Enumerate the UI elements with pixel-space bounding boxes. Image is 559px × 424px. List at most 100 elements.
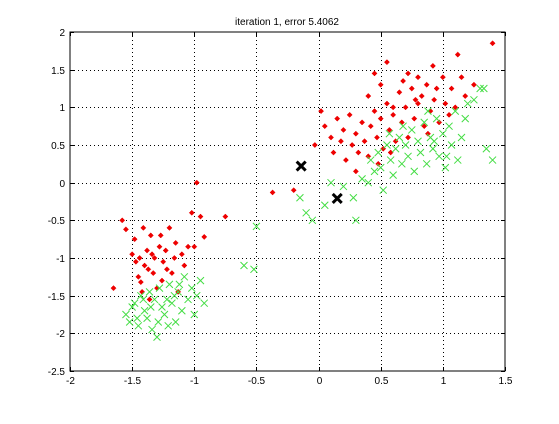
data-point bbox=[383, 59, 390, 66]
data-point bbox=[435, 152, 443, 161]
data-point bbox=[412, 96, 419, 103]
data-point bbox=[383, 141, 391, 149]
data-point bbox=[190, 310, 199, 319]
data-point bbox=[110, 285, 117, 292]
data-point bbox=[339, 182, 348, 191]
data-point bbox=[441, 163, 450, 172]
data-point bbox=[367, 123, 374, 130]
data-point bbox=[442, 152, 451, 161]
data-point bbox=[402, 104, 409, 111]
data-point bbox=[188, 209, 195, 216]
data-point bbox=[175, 280, 184, 289]
chart-title: iteration 1, error 5.4062 bbox=[235, 17, 339, 28]
y-tick-label: -1.5 bbox=[48, 292, 66, 303]
data-point bbox=[171, 255, 178, 261]
data-point bbox=[454, 51, 461, 58]
data-point bbox=[458, 74, 465, 81]
data-point bbox=[136, 255, 143, 261]
data-point bbox=[158, 303, 166, 311]
ticks: -2 -1.5 -1 -0.5 0 0.5 1 1.5-2.5-2-1.5-1-0.500.5… bbox=[48, 28, 513, 387]
data-point bbox=[197, 213, 204, 220]
data-series bbox=[110, 40, 497, 341]
data-point bbox=[433, 85, 440, 92]
data-point bbox=[405, 70, 412, 77]
data-point bbox=[151, 255, 158, 261]
data-point bbox=[200, 299, 209, 308]
data-point bbox=[389, 171, 397, 179]
data-point bbox=[178, 306, 186, 315]
data-point bbox=[171, 318, 180, 326]
data-point bbox=[415, 100, 421, 107]
data-point bbox=[462, 93, 469, 99]
data-point bbox=[163, 295, 171, 304]
data-point bbox=[328, 134, 334, 141]
data-point bbox=[432, 114, 441, 123]
data-point bbox=[119, 217, 126, 224]
plot-area bbox=[70, 32, 505, 371]
data-point bbox=[358, 175, 366, 183]
data-point bbox=[136, 291, 145, 300]
data-point bbox=[156, 243, 163, 250]
data-point bbox=[349, 142, 356, 148]
data-point bbox=[386, 156, 395, 164]
data-point bbox=[168, 270, 175, 277]
data-point bbox=[170, 291, 179, 300]
data-point bbox=[364, 178, 373, 187]
y-tick-label: 0 bbox=[59, 179, 65, 190]
data-point bbox=[187, 284, 196, 292]
data-point bbox=[311, 142, 318, 148]
data-point bbox=[377, 81, 384, 88]
data-point bbox=[447, 141, 456, 149]
data-point bbox=[424, 107, 432, 115]
data-point bbox=[137, 279, 144, 286]
data-point bbox=[346, 111, 353, 118]
data-point bbox=[150, 295, 159, 304]
data-point bbox=[386, 126, 393, 133]
data-point bbox=[201, 233, 208, 240]
data-point bbox=[352, 216, 360, 225]
data-point bbox=[308, 216, 317, 225]
y-tick-label: 1 bbox=[59, 103, 65, 114]
data-point bbox=[421, 123, 428, 130]
series-1 bbox=[122, 84, 497, 341]
centroid-marker bbox=[331, 192, 343, 205]
data-point bbox=[139, 295, 148, 304]
data-point bbox=[269, 189, 276, 196]
data-point bbox=[252, 222, 261, 231]
data-point bbox=[366, 156, 375, 164]
data-point bbox=[131, 236, 138, 243]
data-point bbox=[470, 81, 477, 88]
data-point bbox=[400, 78, 407, 84]
data-point bbox=[439, 74, 446, 81]
data-point bbox=[146, 296, 153, 303]
data-point bbox=[150, 270, 157, 277]
series-2 bbox=[295, 160, 343, 205]
data-point bbox=[141, 262, 148, 269]
x-tick-label: -1 bbox=[190, 376, 199, 387]
data-point bbox=[379, 186, 388, 195]
data-point bbox=[196, 276, 205, 285]
data-point bbox=[147, 232, 154, 239]
data-point bbox=[376, 163, 385, 172]
data-point bbox=[445, 122, 453, 131]
data-point bbox=[365, 93, 372, 99]
data-point bbox=[480, 84, 488, 93]
data-point bbox=[159, 277, 165, 284]
data-point bbox=[488, 156, 497, 164]
x-tick-label: 1.5 bbox=[499, 376, 513, 387]
data-point bbox=[157, 232, 164, 239]
data-point bbox=[125, 318, 134, 326]
data-point bbox=[160, 310, 169, 319]
data-point bbox=[132, 258, 139, 265]
y-tick-label: 1.5 bbox=[51, 66, 65, 77]
data-point bbox=[164, 321, 173, 330]
y-tick-label: 2 bbox=[59, 28, 65, 39]
data-point bbox=[144, 247, 151, 254]
data-point bbox=[330, 149, 337, 156]
data-point bbox=[365, 153, 372, 160]
data-point bbox=[451, 107, 460, 115]
data-point bbox=[482, 144, 491, 153]
y-tick-label: -0.5 bbox=[48, 216, 66, 227]
data-point bbox=[391, 144, 400, 153]
